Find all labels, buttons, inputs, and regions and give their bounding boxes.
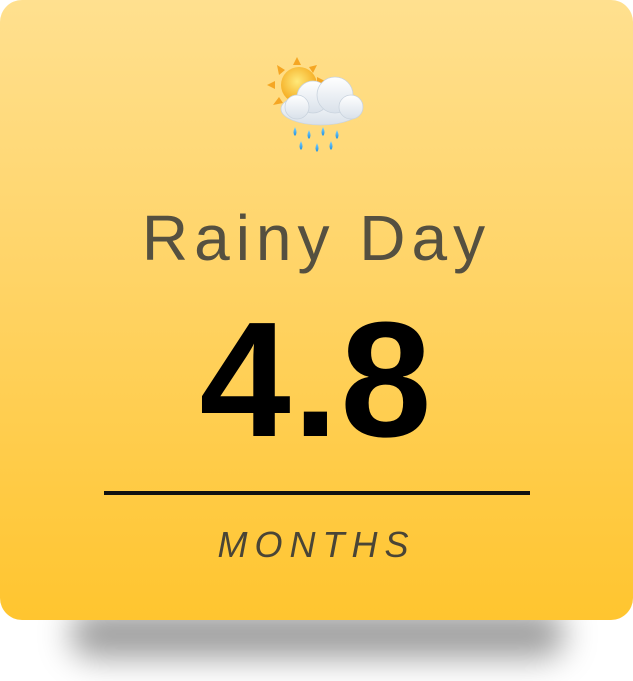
divider — [104, 491, 530, 495]
metric-value: 4.8 — [199, 288, 434, 471]
metric-unit: MONTHS — [217, 524, 416, 565]
rainy-day-card: Rainy Day 4.8 MONTHS — [0, 0, 633, 620]
sun-behind-rain-cloud-icon — [265, 55, 370, 155]
card-title: Rainy Day — [141, 202, 492, 274]
